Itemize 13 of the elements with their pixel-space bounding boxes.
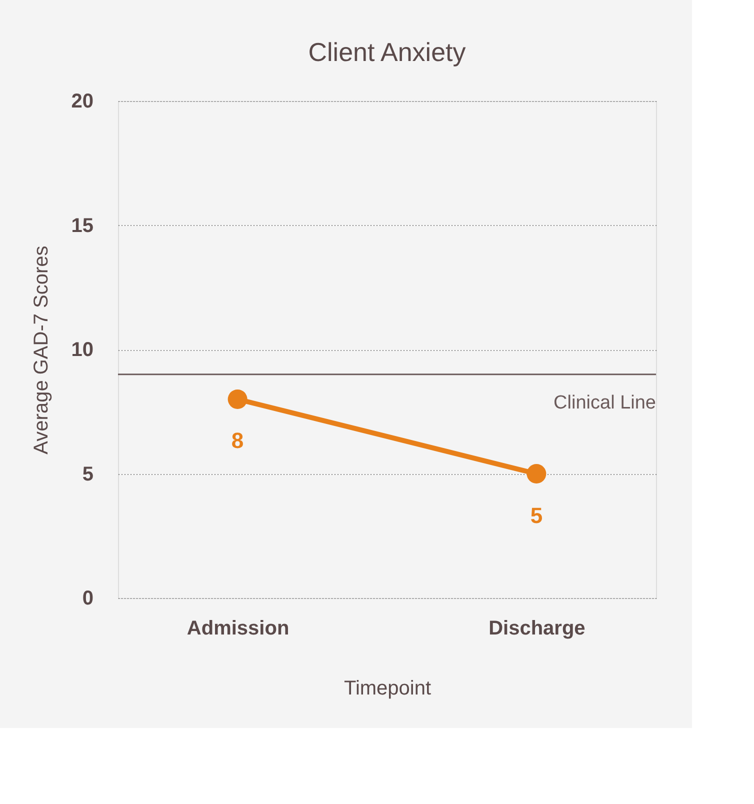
- y-tick-label: 0: [82, 588, 94, 610]
- data-label: 5: [530, 502, 543, 528]
- x-axis-title: Timepoint: [344, 678, 432, 700]
- y-tick-label: 5: [82, 463, 94, 486]
- y-tick-label: 20: [71, 90, 94, 112]
- data-label: 8: [231, 428, 244, 454]
- y-tick-label: 15: [71, 214, 94, 237]
- x-tick-label: Discharge: [488, 618, 586, 640]
- ref-line-label: Clinical Line: [554, 392, 656, 414]
- chart-title: Client Anxiety: [308, 37, 466, 67]
- y-axis-title: Average GAD-7 Scores: [30, 246, 52, 454]
- y-tick-label: 10: [71, 339, 94, 361]
- x-tick-label: Admission: [186, 618, 290, 640]
